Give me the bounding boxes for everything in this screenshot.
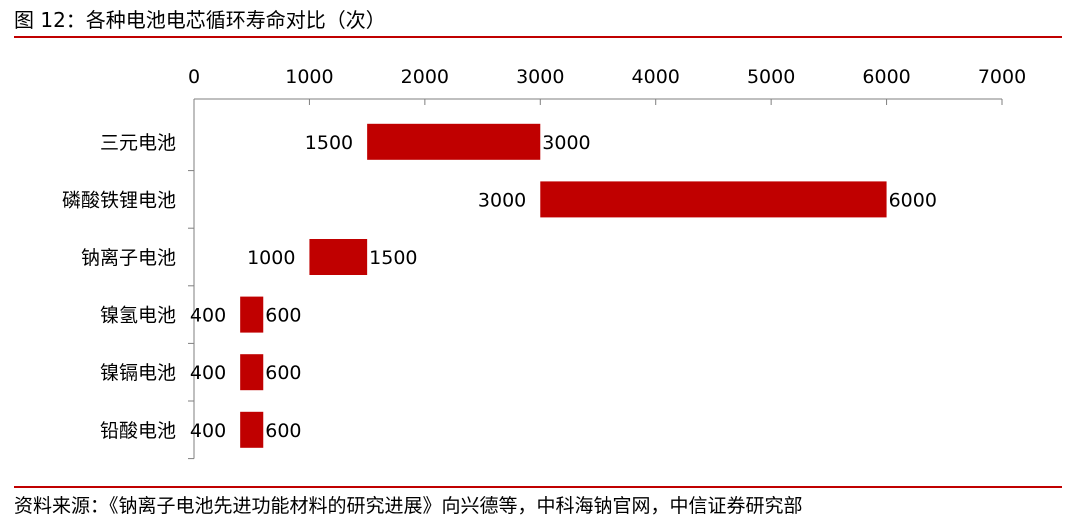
range-bar [240, 296, 264, 333]
chart-title: 图 12：各种电池电芯循环寿命对比（次） [14, 8, 386, 32]
x-tick-label: 1000 [285, 66, 333, 88]
range-bar [309, 239, 368, 275]
bar-start-label: 3000 [478, 189, 526, 211]
x-tick-label: 2000 [401, 66, 449, 88]
bars-layer [240, 123, 887, 448]
bar-end-label: 6000 [889, 189, 937, 211]
bar-start-label: 400 [190, 305, 226, 327]
bar-end-label: 600 [265, 420, 301, 442]
category-label: 铅酸电池 [100, 420, 176, 442]
x-tick-label: 4000 [632, 66, 680, 88]
bar-start-label: 1500 [305, 132, 353, 154]
range-bar [540, 181, 887, 218]
source-note: 资料来源：《钠离子电池先进功能材料的研究进展》向兴德等，中科海钠官网，中信证券研… [14, 495, 803, 517]
x-tick-label: 3000 [516, 66, 564, 88]
footer-divider [14, 486, 1062, 488]
bar-start-label: 400 [190, 362, 226, 384]
x-tick-label: 6000 [862, 66, 910, 88]
category-label: 钠离子电池 [81, 247, 176, 269]
bar-end-label: 3000 [542, 132, 590, 154]
category-label: 镍镉电池 [100, 362, 176, 384]
category-label: 磷酸铁锂电池 [62, 189, 176, 211]
x-tick-label: 7000 [978, 66, 1026, 88]
bar-chart: 0 1000 2000 3000 4000 5000 6000 7000 三元电池 1500 30… [62, 66, 1026, 460]
bar-end-label: 600 [265, 305, 301, 327]
range-bar [240, 354, 264, 391]
bar-end-label: 600 [265, 362, 301, 384]
category-label: 镍氢电池 [100, 305, 176, 327]
bar-end-label: 1500 [369, 247, 417, 269]
x-tick-label: 0 [188, 66, 200, 88]
range-bar [240, 411, 264, 448]
bar-start-label: 400 [190, 420, 226, 442]
bar-start-label: 1000 [247, 247, 295, 269]
range-bar [367, 123, 541, 160]
x-tick-label: 5000 [747, 66, 795, 88]
category-label: 三元电池 [100, 132, 176, 154]
labels-layer: 三元电池 1500 3000 磷酸铁锂电池 3000 6000 钠离子电池 1000 1500 镍… [62, 132, 937, 442]
axis-layer: 0 1000 2000 3000 4000 5000 6000 7000 [188, 66, 1026, 460]
title-divider [14, 36, 1062, 38]
